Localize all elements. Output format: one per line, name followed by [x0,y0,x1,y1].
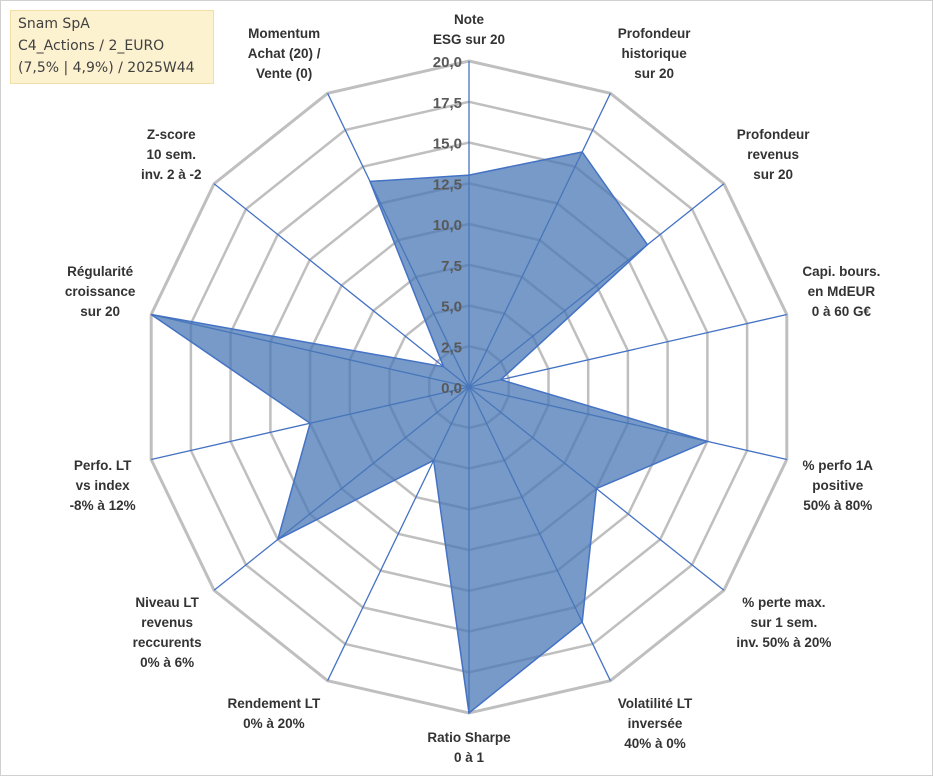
axis-label: Rendement LT 0% à 20% [228,696,322,731]
axis-label-line: sur 20 [753,167,793,182]
axis-label-line: Volatilité LT [618,696,693,711]
axis-label: Niveau LT revenus reccurents 0% à 6% [133,595,202,670]
tick-label: 0,0 [441,380,462,397]
axis-label-line: 0 à 60 G€ [812,304,872,319]
axis-label-line: % perte max. [742,595,825,610]
axis-label-line: reccurents [133,635,202,650]
axis-label-line: Momentum [248,26,320,41]
tick-label: 7,5 [441,258,462,275]
axis-label: Régularité croissance sur 20 [65,264,136,319]
axis-label-line: inv. 2 à -2 [141,167,202,182]
axis-label-line: 50% à 80% [803,498,872,513]
tick-label: 20,0 [433,54,462,71]
axis-label-line: revenus [141,615,193,630]
axis-label-line: sur 20 [634,66,674,81]
axis-label: Z-score 10 sem. inv. 2 à -2 [141,127,202,182]
axis-label-line: inv. 50% à 20% [736,635,831,650]
axis-label: Profondeur historique sur 20 [618,26,691,81]
axis-label: Ratio Sharpe 0 à 1 [427,730,511,765]
tick-label: 5,0 [441,299,462,316]
axis-label: Volatilité LT inversée 40% à 0% [618,696,693,751]
axis-label-line: % perfo 1A [803,458,874,473]
axis-label-line: Profondeur [618,26,691,41]
axis-label-line: en MdEUR [808,284,876,299]
axis-label-line: Profondeur [737,127,810,142]
axis-label-line: Achat (20) / [248,46,321,61]
axis-label-line: 10 sem. [147,147,197,162]
axis-label-line: croissance [65,284,136,299]
axis-label: Capi. bours. en MdEUR 0 à 60 G€ [802,264,880,319]
axis-label-line: historique [621,46,687,61]
series-area [150,151,710,715]
axis-label-line: Niveau LT [135,595,199,610]
axis-label-line: Vente (0) [256,66,312,81]
axis-spoke [213,183,470,388]
axis-label: Note ESG sur 20 [433,12,505,47]
axis-label-line: Capi. bours. [802,264,880,279]
axis-label-line: 0% à 6% [140,655,194,670]
axis-label-line: 40% à 0% [624,736,686,751]
stats-and-week: (7,5% | 4,9%) / 2025W44 [18,60,195,76]
axis-label-line: Ratio Sharpe [427,730,511,745]
tick-label: 2,5 [441,339,462,356]
axis-spoke [468,313,787,388]
axis-label-line: Perfo. LT [74,458,132,473]
portfolio-category: C4_Actions / 2_EURO [18,38,165,54]
axis-labels: Note ESG sur 20 Profondeur historique sur 20… [65,12,881,765]
axis-label-line: Rendement LT [228,696,322,711]
axis-label-line: positive [812,478,864,493]
axis-label-line: sur 20 [80,304,120,319]
axis-label-line: inversée [628,716,683,731]
axis-label-line: revenus [747,147,799,162]
tick-label: 10,0 [433,217,462,234]
axis-label-line: Régularité [67,264,134,279]
radial-tick-labels: 0,0 2,5 5,0 7,5 10,0 12,5 15,0 17,5 20,0 [433,54,462,397]
axis-label-line: sur 1 sem. [751,615,818,630]
series-polygon [150,151,710,715]
axis-label-line: Note [454,12,484,27]
company-name: Snam SpA [18,16,90,32]
axis-label: Perfo. LT vs index -8% à 12% [70,458,136,513]
axis-label: % perte max. sur 1 sem. inv. 50% à 20% [736,595,831,650]
tick-label: 12,5 [433,176,462,193]
axis-label-line: -8% à 12% [70,498,136,513]
info-box: Snam SpA C4_Actions / 2_EURO (7,5% | 4,9… [10,10,214,84]
axis-label-line: Z-score [147,127,196,142]
tick-label: 17,5 [433,95,462,112]
axis-label-line: ESG sur 20 [433,32,505,47]
axis-label-line: vs index [76,478,131,493]
axis-label-line: 0 à 1 [454,750,485,765]
axis-label: Momentum Achat (20) / Vente (0) [248,26,321,81]
axis-label-line: 0% à 20% [243,716,305,731]
axis-label: % perfo 1A positive 50% à 80% [803,458,874,513]
axis-label: Profondeur revenus sur 20 [737,127,810,182]
tick-label: 15,0 [433,136,462,153]
